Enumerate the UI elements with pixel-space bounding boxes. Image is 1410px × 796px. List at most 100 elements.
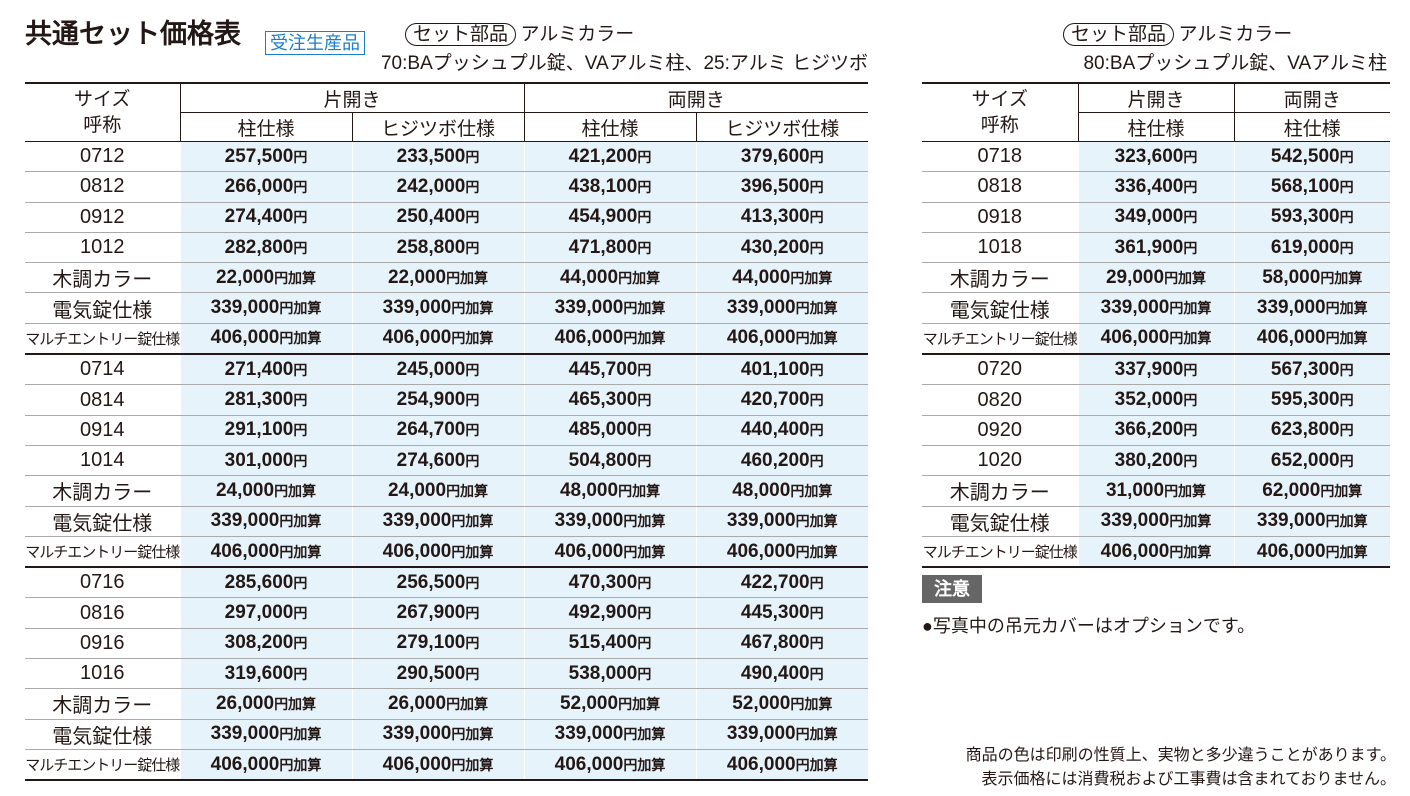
- unit: 円加算: [274, 695, 317, 712]
- row-label: 0712: [25, 141, 180, 173]
- price-cell: 258,800円: [351, 232, 525, 264]
- unit: 円加算: [795, 330, 838, 347]
- price-cell: 339,000円加算: [523, 506, 697, 537]
- price-cell: 281,300円: [179, 384, 352, 416]
- price-cell: 568,100円: [1233, 171, 1390, 203]
- unit: 円: [637, 422, 652, 439]
- amount: 48,000: [559, 479, 619, 501]
- amount: 282,800: [224, 236, 294, 258]
- left-set: セット部品 アルミカラー: [405, 22, 634, 48]
- amount: 352,000: [1114, 389, 1184, 411]
- size-header-line: サイズ: [971, 88, 1028, 110]
- table-row: 0714 271,400円 245,000円 445,700円 401,100円: [25, 353, 869, 386]
- amount: 401,100: [740, 358, 810, 380]
- table-row: 0818 336,400円 568,100円: [922, 171, 1390, 203]
- table-row: 0814 281,300円 254,900円 465,300円 420,700円: [25, 384, 869, 416]
- unit: 円: [293, 574, 308, 591]
- price-cell: 339,000円加算: [695, 292, 869, 324]
- unit: 円加算: [623, 543, 666, 560]
- amount: 308,200: [224, 632, 294, 654]
- table-row: 0912 274,400円 250,400円 454,900円 413,300円: [25, 202, 869, 233]
- right-set: セット部品 アルミカラー: [1063, 22, 1292, 48]
- unit: 円: [637, 605, 652, 622]
- amount: 406,000: [554, 540, 624, 562]
- price-table: サイズ 呼称 片開き 両開き 柱仕様 ヒジツボ仕様 柱仕様 ヒジツボ仕様 0712 257,500…: [25, 82, 869, 782]
- amount: 26,000: [215, 692, 275, 714]
- price-cell: 31,000円加算: [1077, 475, 1234, 507]
- unit: 円: [1183, 452, 1198, 469]
- unit: 円: [809, 178, 824, 195]
- amount: 58,000: [1262, 266, 1321, 288]
- sub-header: 柱仕様: [1077, 112, 1234, 142]
- group-header: 両開き: [523, 82, 869, 113]
- price-cell: 336,400円: [1077, 171, 1234, 203]
- amount: 245,000: [396, 358, 466, 380]
- price-cell: 471,800円: [523, 232, 697, 264]
- table-row: 0920 366,200円 623,800円: [922, 415, 1390, 446]
- price-cell: 406,000円加算: [351, 536, 525, 568]
- amount: 29,000: [1105, 266, 1165, 288]
- amount: 445,300: [740, 602, 810, 624]
- amount: 623,800: [1270, 419, 1340, 441]
- price-cell: 542,500円: [1233, 141, 1390, 173]
- unit: 円: [809, 422, 824, 439]
- amount: 490,400: [740, 662, 810, 684]
- amount: 285,600: [224, 571, 294, 593]
- row-label: 電気錠仕様: [922, 506, 1078, 537]
- price-cell: 339,000円加算: [179, 506, 352, 537]
- group-header: 両開き: [1233, 82, 1390, 113]
- title: 共通セット価格表: [25, 19, 241, 49]
- unit: 円加算: [451, 300, 494, 317]
- amount: 339,000: [382, 297, 452, 319]
- row-label: マルチエントリー錠仕様: [25, 536, 180, 568]
- row-label: 電気錠仕様: [922, 292, 1078, 324]
- header-row: サイズ 呼称 片開き 両開き: [922, 82, 1390, 142]
- table-row: 0712 257,500円 233,500円 421,200円 379,600円: [25, 141, 869, 173]
- price-cell: 623,800円: [1233, 415, 1390, 446]
- amount: 274,600: [396, 449, 466, 471]
- unit: 円: [293, 239, 308, 256]
- amount: 471,800: [568, 236, 638, 258]
- unit: 円加算: [795, 726, 838, 743]
- price-cell: 490,400円: [695, 658, 869, 690]
- unit: 円: [1339, 452, 1354, 469]
- price-cell: 406,000円加算: [1233, 536, 1390, 569]
- unit: 円: [637, 178, 652, 195]
- unit: 円加算: [1164, 482, 1207, 499]
- row-label: 0918: [922, 202, 1078, 233]
- table-row: マルチエントリー錠仕様 406,000円加算 406,000円加算: [922, 323, 1390, 355]
- table-row: 1020 380,200円 652,000円: [922, 445, 1390, 477]
- badge: 受注生産品: [265, 31, 365, 55]
- table-row: 0918 349,000円 593,300円: [922, 202, 1390, 233]
- unit: 円: [637, 665, 652, 682]
- amount: 24,000: [215, 479, 275, 501]
- amount: 339,000: [554, 297, 624, 319]
- price-cell: 406,000円加算: [695, 749, 869, 782]
- table-row: 0720 337,900円 567,300円: [922, 353, 1390, 386]
- price-cell: 406,000円加算: [523, 323, 697, 355]
- unit: 円: [1339, 148, 1354, 165]
- table-body: 0718 323,600円 542,500円 0818 336,400円 568,100円…: [922, 141, 1390, 569]
- price-cell: 254,900円: [351, 384, 525, 416]
- unit: 円加算: [618, 695, 661, 712]
- price-cell: 48,000円加算: [695, 475, 869, 507]
- amount: 504,800: [568, 449, 638, 471]
- amount: 281,300: [224, 389, 294, 411]
- unit: 円加算: [795, 543, 838, 560]
- row-label: 0814: [25, 384, 180, 416]
- price-cell: 339,000円加算: [179, 719, 352, 750]
- amount: 406,000: [210, 540, 280, 562]
- amount: 465,300: [568, 389, 638, 411]
- amount: 460,200: [740, 449, 810, 471]
- amount: 339,000: [554, 510, 624, 532]
- amount: 31,000: [1105, 479, 1165, 501]
- price-cell: 379,600円: [695, 141, 869, 173]
- amount: 339,000: [382, 723, 452, 745]
- sub-header: 柱仕様: [523, 112, 697, 142]
- unit: 円: [465, 392, 480, 409]
- table-row: マルチエントリー錠仕様 406,000円加算 406,000円加算: [922, 536, 1390, 569]
- row-label: 0718: [922, 141, 1078, 173]
- price-cell: 593,300円: [1233, 202, 1390, 233]
- unit: 円加算: [1325, 330, 1368, 347]
- table-row: 電気錠仕様 339,000円加算 339,000円加算: [922, 506, 1390, 537]
